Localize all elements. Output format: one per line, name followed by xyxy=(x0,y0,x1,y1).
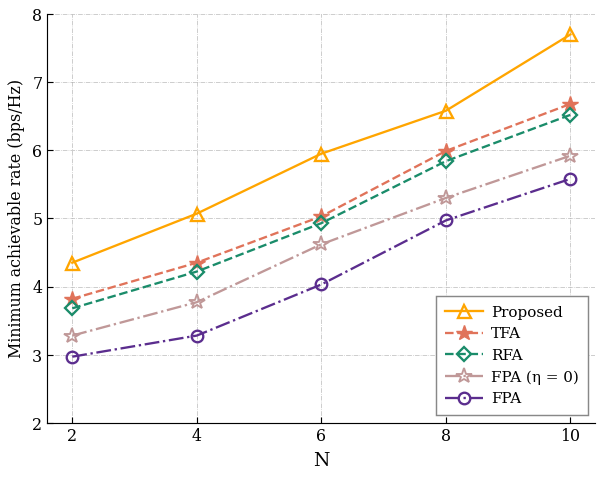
FPA (η = 0) xyxy=(69,333,76,338)
X-axis label: N: N xyxy=(313,452,329,470)
RFA xyxy=(318,220,325,226)
FPA (η = 0) xyxy=(193,300,200,305)
RFA xyxy=(442,159,449,164)
FPA xyxy=(567,176,574,182)
FPA (η = 0) xyxy=(442,196,449,201)
RFA xyxy=(193,269,200,274)
TFA xyxy=(442,148,449,154)
Proposed xyxy=(442,108,449,114)
FPA xyxy=(193,333,200,338)
Line: TFA: TFA xyxy=(65,97,578,307)
FPA (η = 0) xyxy=(567,153,574,159)
Proposed xyxy=(193,211,200,217)
Line: RFA: RFA xyxy=(67,110,575,314)
RFA xyxy=(567,112,574,118)
Line: FPA: FPA xyxy=(66,174,576,363)
Line: Proposed: Proposed xyxy=(66,28,576,270)
Proposed xyxy=(567,32,574,38)
FPA xyxy=(318,282,325,288)
Line: FPA (η = 0): FPA (η = 0) xyxy=(65,148,578,344)
RFA xyxy=(69,305,76,311)
Proposed xyxy=(69,260,76,266)
TFA xyxy=(69,296,76,302)
TFA xyxy=(318,214,325,219)
TFA xyxy=(193,260,200,266)
Y-axis label: Minimum achievable rate (bps/Hz): Minimum achievable rate (bps/Hz) xyxy=(8,79,25,358)
Legend: Proposed, TFA, RFA, FPA (η = 0), FPA: Proposed, TFA, RFA, FPA (η = 0), FPA xyxy=(436,296,587,415)
FPA xyxy=(442,218,449,224)
FPA xyxy=(69,354,76,359)
TFA xyxy=(567,101,574,107)
Proposed xyxy=(318,151,325,157)
FPA (η = 0) xyxy=(318,241,325,247)
